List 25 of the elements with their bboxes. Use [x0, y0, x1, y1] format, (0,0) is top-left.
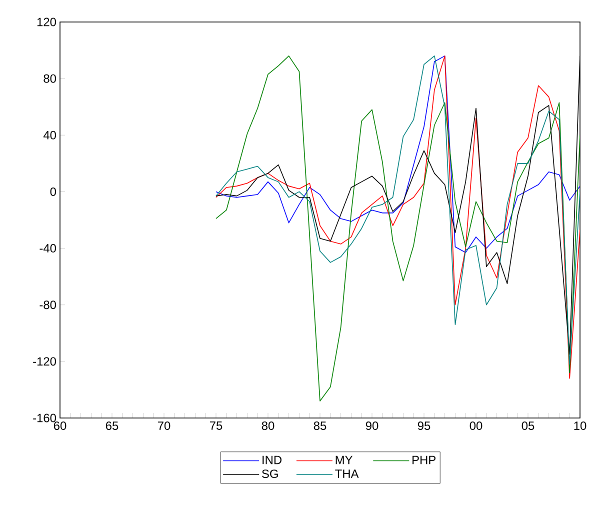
x-tick-label: 80 — [262, 422, 274, 430]
x-tick-label: 65 — [106, 422, 118, 430]
y-tick-label: 120 — [37, 18, 56, 26]
line-series — [216, 56, 580, 253]
x-tick-label: 70 — [158, 422, 170, 430]
legend-label: MY — [336, 456, 353, 464]
legend-label: PHP — [412, 456, 436, 464]
y-tick-label: -160 — [33, 414, 56, 422]
x-tick-label: 05 — [522, 422, 534, 430]
x-tick-label: 75 — [210, 422, 222, 430]
y-tick-label: -40 — [40, 244, 56, 253]
legend-label: THA — [335, 470, 359, 478]
x-tick-label: 95 — [418, 422, 430, 430]
x-tick-label: 00 — [470, 422, 482, 430]
x-tick-label: 90 — [366, 422, 378, 430]
x-tick-label: 60 — [54, 422, 66, 430]
y-tick-label: 0 — [50, 187, 56, 196]
y-tick-label: 80 — [44, 74, 56, 83]
x-tick-label: 85 — [314, 422, 326, 430]
x-tick-label: 10 — [574, 422, 586, 430]
legend-label: IND — [262, 456, 282, 464]
legend-label: SG — [262, 470, 278, 478]
y-tick-label: -80 — [40, 300, 56, 310]
y-tick-label: 40 — [43, 130, 56, 140]
y-tick-label: -120 — [33, 357, 56, 366]
